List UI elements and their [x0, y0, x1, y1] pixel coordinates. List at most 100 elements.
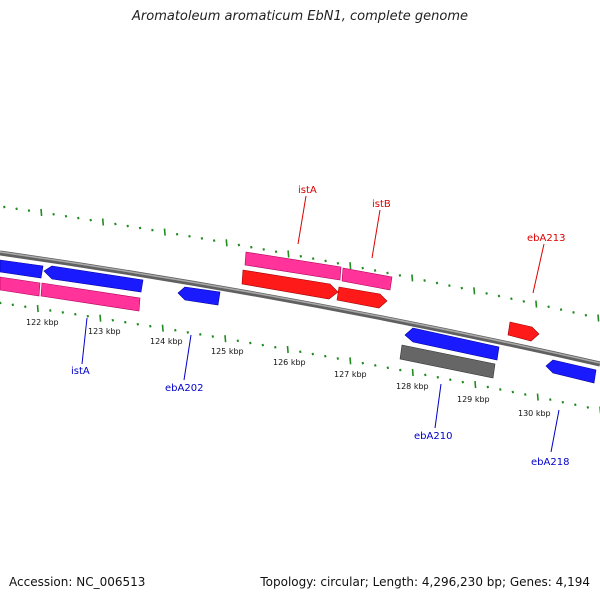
scale-label: 130 kbp: [518, 409, 551, 418]
gene-feature-pink[interactable]: [40, 282, 141, 312]
gene-label-ebA213[interactable]: ebA213: [527, 233, 565, 244]
minor-tick: [336, 357, 340, 360]
gene-label-istA-lower[interactable]: istA: [71, 366, 90, 377]
minor-tick: [124, 320, 127, 324]
minor-tick: [27, 209, 31, 212]
minor-tick: [11, 303, 15, 307]
minor-tick: [126, 224, 129, 228]
minor-tick: [499, 388, 502, 391]
minor-tick: [0, 301, 2, 305]
genome-summary-text: Topology: circular; Length: 4,296,230 bp…: [260, 575, 590, 589]
gene-label-istA-upper[interactable]: istA: [298, 185, 317, 196]
major-tick: [286, 345, 289, 354]
minor-tick: [64, 214, 68, 218]
minor-tick: [336, 261, 340, 265]
major-tick: [597, 314, 600, 322]
minor-tick: [436, 375, 440, 379]
inner-tick-ring: [0, 301, 600, 414]
minor-tick: [361, 266, 364, 270]
minor-tick: [497, 294, 501, 298]
minor-tick: [49, 309, 52, 312]
gene-label-ebA210[interactable]: ebA210: [414, 431, 452, 442]
gene-label-istB[interactable]: istB: [372, 199, 391, 210]
minor-tick: [424, 373, 427, 377]
label-leader-line: [434, 383, 442, 429]
genome-backbone-highlight: [0, 251, 600, 364]
minor-tick: [399, 368, 402, 372]
gene-feature-blue[interactable]: [177, 286, 221, 306]
minor-tick: [274, 250, 278, 254]
gene-feature-blue[interactable]: [0, 259, 44, 279]
major-tick: [349, 262, 352, 270]
minor-tick: [511, 390, 515, 394]
major-tick: [411, 368, 414, 377]
outer-tick-ring: [3, 205, 600, 322]
label-leader-line: [297, 195, 307, 245]
minor-tick: [574, 403, 577, 407]
label-leader-line: [550, 409, 560, 453]
minor-tick: [111, 318, 115, 322]
label-leader-line: [532, 243, 545, 294]
minor-tick: [299, 350, 302, 354]
scale-label: 126 kbp: [273, 358, 306, 367]
gene-feature-pink[interactable]: [0, 276, 41, 297]
minor-tick: [547, 305, 550, 309]
minor-tick: [559, 308, 563, 311]
minor-tick: [77, 216, 80, 220]
major-tick: [287, 250, 290, 258]
major-tick: [349, 357, 352, 365]
label-leader-line: [371, 209, 381, 259]
minor-tick: [549, 398, 552, 401]
minor-tick: [522, 300, 526, 303]
minor-tick: [52, 212, 55, 216]
minor-tick: [212, 239, 216, 242]
minor-tick: [261, 343, 265, 347]
minor-tick: [188, 234, 191, 238]
major-tick: [224, 335, 227, 343]
minor-tick: [175, 232, 179, 236]
map-title: Aromatoleum aromaticum EbN1, complete ge…: [132, 9, 468, 24]
major-tick: [40, 208, 43, 217]
minor-tick: [586, 406, 590, 409]
gene-feature-red[interactable]: [507, 321, 540, 342]
gene-feature-pink[interactable]: [341, 267, 393, 291]
gene-feature-blue[interactable]: [43, 265, 144, 293]
gene-label-ebA218[interactable]: ebA218: [531, 457, 569, 468]
minor-tick: [386, 366, 390, 370]
minor-tick: [262, 248, 265, 251]
scale-label: 123 kbp: [88, 327, 121, 336]
gene-feature-pink[interactable]: [244, 251, 342, 281]
minor-tick: [136, 322, 140, 326]
minor-tick: [199, 333, 202, 336]
minor-tick: [373, 269, 377, 272]
minor-tick: [524, 393, 527, 396]
minor-tick: [89, 218, 92, 222]
major-tick: [535, 300, 538, 308]
minor-tick: [61, 311, 65, 314]
label-leader-line: [81, 317, 88, 365]
scale-label: 124 kbp: [150, 337, 183, 346]
minor-tick: [186, 331, 190, 334]
major-tick: [101, 218, 105, 226]
gene-feature-gray[interactable]: [399, 344, 496, 379]
minor-tick: [151, 228, 154, 232]
major-tick: [163, 228, 166, 236]
gene-feature-blue[interactable]: [545, 359, 597, 384]
gene-feature-red[interactable]: [241, 269, 339, 300]
minor-tick: [211, 335, 215, 338]
gene-feature-blue[interactable]: [404, 327, 500, 361]
minor-tick: [510, 297, 513, 301]
minor-tick: [114, 222, 117, 226]
major-tick: [36, 305, 39, 313]
minor-tick: [324, 354, 327, 358]
minor-tick: [237, 243, 241, 247]
minor-tick: [486, 385, 490, 389]
major-tick: [99, 314, 102, 322]
minor-tick: [200, 237, 204, 240]
scale-label: 125 kbp: [211, 347, 244, 356]
gene-label-ebA202[interactable]: ebA202: [165, 383, 203, 394]
gene-feature-red[interactable]: [336, 286, 388, 309]
minor-tick: [485, 292, 488, 295]
minor-tick: [86, 314, 90, 318]
minor-tick: [3, 205, 6, 209]
